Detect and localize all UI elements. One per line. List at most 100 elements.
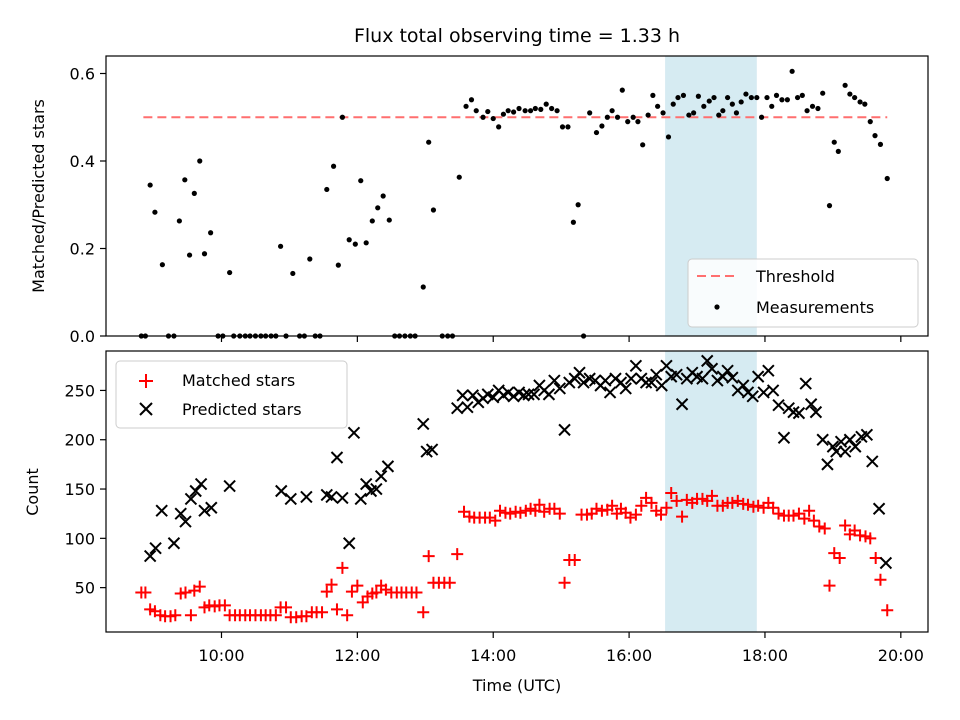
predicted-star-point [860, 428, 874, 442]
measurement-point [686, 112, 692, 118]
predicted-star-point [866, 455, 879, 468]
matched-star-point [635, 499, 648, 512]
measurement-point [764, 94, 770, 101]
measurement-point [197, 158, 203, 164]
measurement-point [738, 99, 744, 105]
top-legend: Threshold Measurements [687, 258, 919, 328]
measurement-point [159, 262, 165, 268]
matched-star-point [370, 586, 383, 599]
measurement-point [208, 230, 214, 236]
measurement-point [650, 92, 656, 98]
predicted-star-point [563, 376, 576, 389]
measurement-point [369, 218, 375, 224]
matched-star-point [803, 504, 816, 517]
measurement-point [773, 92, 780, 98]
matched-star-point [514, 506, 527, 519]
measurement-point [191, 190, 197, 196]
predicted-star-point [522, 388, 535, 401]
predicted-star-point [542, 388, 556, 401]
predicted-star-point [189, 484, 202, 498]
measurement-point [619, 87, 625, 93]
matched-star-point [813, 520, 826, 533]
measurement-point [720, 108, 726, 114]
predicted-star-point [275, 484, 288, 498]
legend-measurements-swatch [714, 304, 720, 310]
measurement-point [884, 175, 890, 182]
predicted-star-point [558, 423, 571, 437]
matched-star-point [787, 509, 800, 522]
predicted-star-point [336, 491, 349, 505]
measurement-point [559, 124, 566, 130]
predicted-star-point [792, 406, 806, 420]
measurement-point [346, 237, 352, 243]
measurement-point [363, 240, 369, 246]
matched-star-point [568, 554, 581, 567]
predicted-star-point [184, 492, 198, 506]
x-tick-label: 10:00 [198, 646, 244, 665]
measurement-point [758, 114, 765, 120]
top-y-tick-label: 0.0 [70, 327, 95, 346]
measurement-point [277, 243, 284, 249]
measurement-point [826, 203, 833, 209]
predicted-star-point [645, 376, 658, 389]
predicted-star-point [194, 477, 208, 491]
matched-star-point [798, 512, 811, 525]
measurement-point [784, 97, 790, 103]
measurement-point [463, 103, 469, 109]
matched-star-point [139, 586, 152, 599]
predicted-star-point [466, 389, 480, 402]
measurement-point [516, 105, 522, 112]
matched-star-point [670, 494, 683, 507]
matched-star-point [869, 552, 882, 565]
measurement-point [330, 163, 337, 169]
predicted-star-point [670, 368, 683, 381]
matched-star-point [606, 499, 619, 512]
predicted-star-point [655, 379, 668, 392]
measurement-point [426, 139, 432, 145]
predicted-star-point [777, 431, 791, 444]
measurement-point [748, 94, 754, 101]
matched-star-point [379, 583, 392, 596]
measurement-point [769, 103, 775, 109]
matched-star-point [864, 532, 877, 545]
predicted-star-point [325, 490, 338, 504]
matched-star-point [645, 496, 658, 509]
matched-star-point [807, 514, 820, 527]
bottom-y-tick-label: 150 [64, 480, 95, 499]
matched-star-point [320, 585, 333, 598]
measurement-point [625, 119, 631, 125]
measurement-point [691, 110, 697, 116]
matched-star-point [731, 494, 744, 507]
predicted-star-point [737, 379, 750, 392]
bottom-legend: Matched stars Predicted stars [115, 360, 348, 429]
matched-star-point [504, 507, 517, 520]
matched-star-point [336, 561, 349, 574]
measurement-point [842, 82, 848, 88]
matched-star-point [741, 498, 754, 511]
measurement-point [724, 94, 731, 101]
measurement-point [820, 90, 826, 96]
matched-star-point [218, 599, 231, 612]
predicted-star-point [456, 389, 469, 402]
matched-star-point [665, 486, 678, 499]
predicted-star-point [370, 482, 383, 496]
measurement-point [543, 101, 549, 107]
measurement-point [473, 108, 479, 114]
measurement-point [527, 108, 534, 114]
matched-star-point [410, 586, 423, 599]
matched-star-point [533, 498, 546, 511]
measurement-point [867, 119, 873, 125]
matched-star-point [451, 548, 464, 561]
matched-star-point [726, 496, 739, 509]
measurement-point [754, 94, 760, 101]
matched-star-point [839, 519, 852, 532]
top-y-axis-label: Matched/Predicted stars [29, 99, 48, 293]
matched-star-point [325, 578, 338, 591]
predicted-star-point [548, 374, 561, 387]
measurement-point [809, 103, 816, 109]
predicted-star-point [359, 477, 373, 491]
measurement-point [324, 186, 330, 193]
measurement-point [290, 270, 296, 277]
measurement-point [789, 68, 795, 74]
predicted-star-point [816, 433, 829, 446]
